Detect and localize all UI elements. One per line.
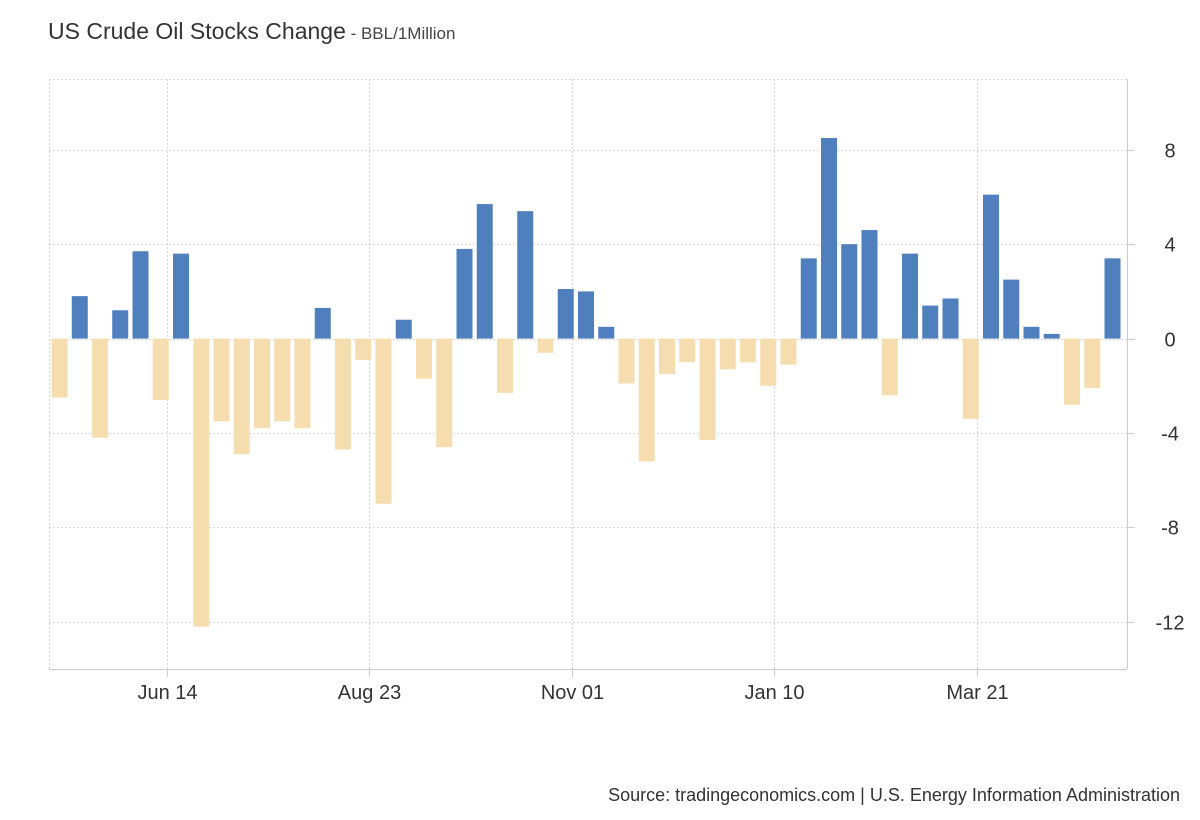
bar [638, 338, 655, 462]
bar [821, 138, 837, 339]
bar [1104, 258, 1121, 339]
bar [355, 338, 372, 360]
bar [314, 307, 331, 339]
bar [112, 310, 129, 339]
bar [517, 211, 534, 339]
bar [1064, 338, 1080, 405]
bar [881, 338, 898, 396]
x-tick-label: Mar 21 [946, 682, 1008, 704]
chart-title: US Crude Oil Stocks Change - BBL/1Millio… [48, 18, 455, 45]
bar [254, 338, 270, 429]
bar [497, 338, 513, 393]
bar [537, 338, 554, 353]
bar [1084, 338, 1101, 389]
bar [699, 338, 716, 441]
x-tick-label: Nov 01 [541, 682, 604, 704]
x-tick-label: Jun 14 [137, 682, 197, 704]
bar [557, 289, 574, 339]
bar [294, 338, 311, 429]
y-tick-label: -4 [1161, 424, 1179, 446]
bar [395, 319, 412, 339]
bar [740, 338, 756, 363]
title-unit: BBL/1Million [360, 24, 456, 43]
bar [1003, 279, 1020, 339]
bar [416, 338, 432, 379]
bar [274, 338, 291, 422]
bar [922, 305, 939, 339]
y-tick-label: -8 [1161, 518, 1179, 540]
title-text: US Crude Oil Stocks Change [48, 18, 346, 44]
y-tick-label: 8 [1164, 141, 1175, 163]
bar [132, 251, 149, 339]
y-tick-label: -12 [1156, 613, 1185, 635]
bar [861, 230, 878, 339]
bar [578, 291, 594, 339]
bar [780, 338, 797, 365]
bar [92, 338, 108, 438]
bar [760, 338, 777, 386]
bar [335, 338, 351, 450]
bar [233, 338, 250, 455]
bar [598, 326, 615, 339]
bar [659, 338, 675, 374]
bar [942, 298, 959, 339]
bar [476, 204, 493, 339]
bar [152, 338, 169, 400]
bars [51, 138, 1121, 627]
axes: 8 4 0 -4 -8 -12 Jun 14 Aug 23 Nov 01 Jan 10 Mar 21 [49, 79, 1184, 704]
bar [679, 338, 696, 363]
source-note: Source: tradingeconomics.com | U.S. Ener… [608, 785, 1180, 805]
bar [800, 258, 817, 339]
bar [962, 338, 979, 419]
bar [1023, 326, 1040, 339]
y-tick-label: 4 [1164, 235, 1175, 257]
bar [193, 338, 210, 627]
bar [1043, 333, 1060, 339]
bar [71, 296, 88, 339]
bar [902, 253, 918, 339]
bar [375, 338, 392, 504]
title-separator: - [345, 24, 361, 43]
x-tick-label: Jan 10 [744, 682, 804, 704]
bar [456, 248, 473, 339]
bar [436, 338, 453, 448]
bar [173, 253, 189, 339]
x-tick-label: Aug 23 [338, 682, 401, 704]
bar [983, 194, 999, 339]
bar [51, 338, 68, 398]
bar [841, 244, 858, 339]
bar [213, 338, 230, 422]
y-tick-label: 0 [1164, 330, 1175, 352]
bar [618, 338, 635, 384]
bar [719, 338, 736, 370]
